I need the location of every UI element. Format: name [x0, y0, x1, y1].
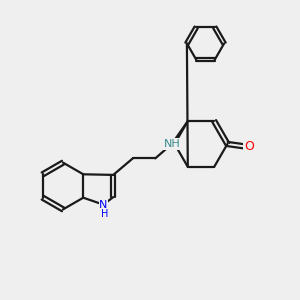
- Text: NH: NH: [164, 139, 180, 149]
- Text: H: H: [101, 209, 109, 219]
- Text: O: O: [244, 140, 254, 154]
- Text: N: N: [99, 200, 108, 210]
